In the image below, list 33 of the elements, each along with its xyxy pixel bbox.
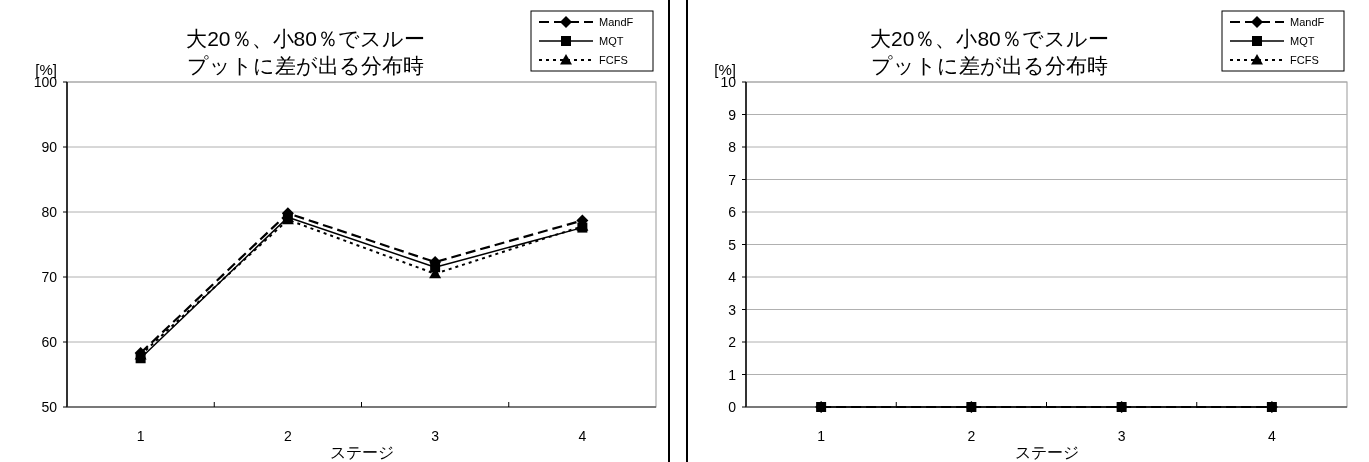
y-tick-label: 70 bbox=[41, 269, 58, 285]
y-tick-label: 90 bbox=[41, 139, 58, 155]
x-tick-label: 1 bbox=[136, 428, 145, 444]
y-tick-label: 1 bbox=[728, 366, 737, 383]
y-tick-label: 8 bbox=[728, 139, 737, 155]
legend-label: MandF bbox=[1290, 16, 1325, 28]
x-tick-label: 4 bbox=[1267, 428, 1276, 444]
y-tick-label: 50 bbox=[41, 399, 58, 415]
y-tick-label: 7 bbox=[728, 171, 737, 188]
y-tick-label: 80 bbox=[41, 204, 58, 220]
legend-label: MQT bbox=[1290, 35, 1315, 47]
x-axis-title: ステージ bbox=[329, 444, 394, 461]
x-axis-title: ステージ bbox=[1014, 444, 1079, 461]
legend-label: FCFS bbox=[599, 54, 628, 66]
chart-title: 大20％、小80％でスループットに差が出る分布時 bbox=[186, 27, 425, 77]
x-tick-label: 3 bbox=[431, 428, 440, 444]
y-tick-label: 2 bbox=[728, 334, 737, 350]
y-tick-label: 3 bbox=[728, 301, 737, 318]
x-tick-label: 2 bbox=[967, 428, 976, 444]
x-tick-label: 2 bbox=[283, 428, 292, 444]
y-tick-label: 4 bbox=[728, 269, 737, 285]
chart-title: 大20％、小80％でスループットに差が出る分布時 bbox=[870, 27, 1109, 77]
y-tick-label: 9 bbox=[728, 106, 737, 123]
x-tick-label: 3 bbox=[1117, 428, 1126, 444]
y-tick-label: 0 bbox=[728, 399, 737, 415]
legend-label: MQT bbox=[599, 35, 624, 47]
y-tick-label: 60 bbox=[41, 334, 58, 350]
legend-label: MandF bbox=[599, 16, 634, 28]
legend-label: FCFS bbox=[1290, 54, 1319, 66]
x-tick-label: 4 bbox=[578, 428, 587, 444]
y-tick-label: 5 bbox=[728, 236, 737, 253]
x-tick-label: 1 bbox=[817, 428, 826, 444]
y-tick-label: 6 bbox=[728, 204, 737, 220]
